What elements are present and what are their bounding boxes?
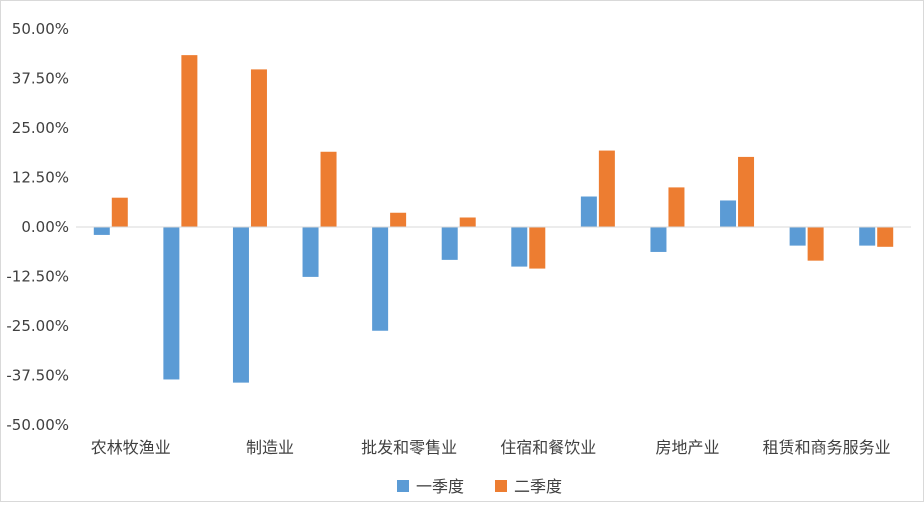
- y-tick-label: -25.00%: [6, 317, 69, 335]
- q2-bar: [807, 227, 824, 261]
- q1-bar: [859, 227, 876, 246]
- q1-bar: [93, 227, 110, 235]
- y-tick-label: -50.00%: [6, 416, 69, 434]
- q2-bar: [877, 227, 894, 247]
- q1-bar: [789, 227, 806, 246]
- y-tick-label: 37.50%: [12, 70, 69, 88]
- y-tick-label: 12.50%: [12, 169, 69, 187]
- q1-bar: [232, 227, 249, 383]
- q1-bar: [580, 196, 597, 227]
- q1-bar: [441, 227, 458, 260]
- y-tick-label: -37.50%: [6, 367, 69, 385]
- y-tick-label: 50.00%: [12, 20, 69, 38]
- q2-bar: [320, 151, 337, 227]
- x-tick-label: 农林牧渔业: [91, 438, 171, 457]
- x-tick-label: 房地产业: [655, 438, 719, 457]
- y-tick-label: 25.00%: [12, 119, 69, 137]
- x-tick-label: 制造业: [246, 438, 294, 457]
- q1-bar: [650, 227, 667, 252]
- q1-bar: [720, 200, 737, 227]
- q1-bar: [372, 227, 389, 331]
- q1-bar: [302, 227, 319, 277]
- q1-bar: [163, 227, 180, 380]
- q2-bar: [459, 217, 476, 227]
- legend-swatch-q2: [495, 480, 507, 492]
- q2-bar: [390, 212, 407, 227]
- q2-bar: [738, 156, 755, 227]
- legend: 一季度 二季度: [397, 477, 562, 496]
- legend-label-q2: 二季度: [514, 477, 562, 496]
- y-tick-label: -12.50%: [6, 268, 69, 286]
- y-axis: 50.00% 37.50% 25.00% 12.50% 0.00% -12.50% -25.…: [6, 20, 69, 434]
- q2-bar: [529, 227, 546, 269]
- q2-bar: [111, 197, 128, 227]
- x-tick-label: 批发和零售业: [361, 438, 457, 457]
- bars: [93, 55, 894, 383]
- legend-swatch-q1: [397, 480, 409, 492]
- y-tick-label: 0.00%: [21, 218, 69, 236]
- x-axis: 农林牧渔业 制造业 批发和零售业 住宿和餐饮业 房地产业 租赁和商务服务业: [91, 438, 891, 457]
- q2-bar: [598, 150, 615, 227]
- x-tick-label: 租赁和商务服务业: [763, 438, 891, 457]
- q2-bar: [668, 187, 685, 227]
- q2-bar: [250, 69, 267, 227]
- q1-bar: [511, 227, 528, 267]
- q2-bar: [181, 55, 198, 227]
- x-tick-label: 住宿和餐饮业: [500, 438, 596, 457]
- legend-label-q1: 一季度: [416, 477, 464, 496]
